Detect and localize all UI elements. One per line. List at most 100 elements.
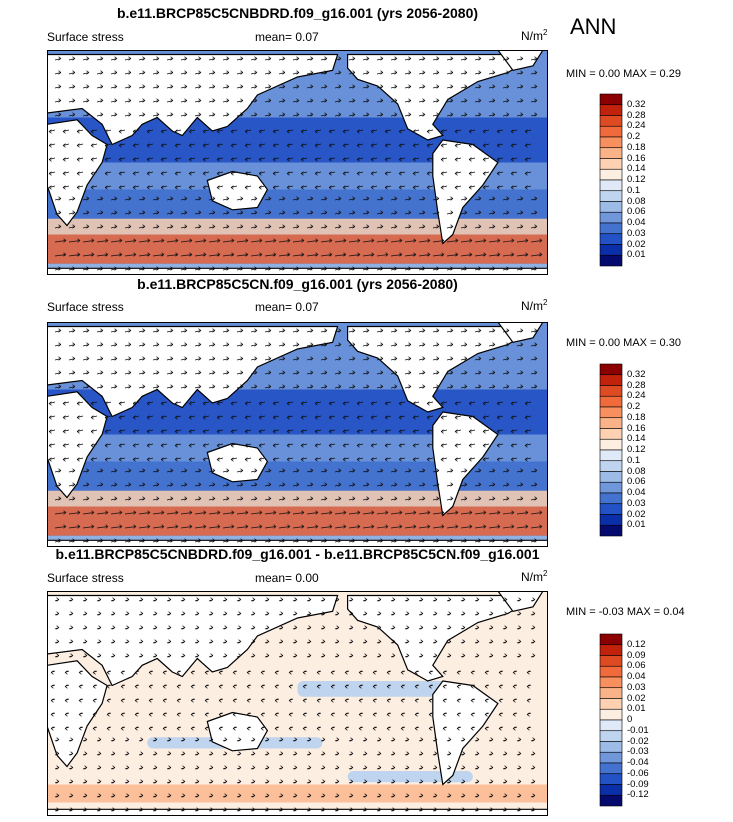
vector-arrow — [348, 639, 354, 644]
vector-arrow — [502, 70, 510, 75]
vector-arrow — [54, 84, 62, 89]
mean-label: mean= 0.00 — [255, 571, 319, 585]
vector-arrow — [418, 482, 426, 487]
vector-arrow — [306, 779, 312, 784]
vector-arrow — [460, 468, 468, 473]
vector-arrow — [516, 482, 524, 487]
vector-arrow — [278, 524, 291, 529]
vector-arrow — [204, 712, 210, 717]
colorbar — [599, 93, 623, 267]
vector-arrow — [222, 70, 230, 75]
vector-arrow — [362, 384, 370, 389]
vector-arrow — [488, 56, 496, 61]
vector-arrow — [160, 143, 168, 148]
vector-arrow — [82, 468, 90, 473]
vector-arrow — [208, 328, 216, 333]
colorbar-tick-label: -0.09 — [627, 778, 649, 790]
vector-arrow — [502, 266, 510, 271]
vector-arrow — [82, 611, 88, 616]
vector-arrow — [320, 765, 326, 770]
vector-arrow — [362, 524, 375, 529]
vector-arrow — [502, 468, 510, 473]
vector-arrow — [138, 224, 146, 229]
vector-arrow — [264, 611, 270, 616]
vector-arrow — [250, 84, 258, 89]
vector-arrow — [446, 468, 454, 473]
vector-arrow — [68, 807, 74, 812]
vector-arrow — [432, 384, 440, 389]
vector-arrow — [432, 496, 440, 501]
colorbar-tick-label: 0.06 — [627, 476, 646, 488]
vector-arrow — [334, 238, 347, 243]
vector-arrow — [124, 56, 132, 61]
vector-arrow — [398, 415, 406, 420]
vector-arrow — [278, 266, 286, 271]
vector-arrow — [302, 712, 308, 717]
vector-arrow — [460, 384, 468, 389]
vector-arrow — [124, 611, 130, 616]
vector-arrow — [54, 779, 60, 784]
vector-arrow — [320, 807, 326, 812]
vector-arrow — [432, 765, 438, 770]
vector-arrow — [152, 196, 160, 201]
vector-arrow — [390, 779, 396, 784]
vector-arrow — [488, 238, 501, 243]
vector-arrow — [502, 597, 508, 602]
vector-arrow — [432, 252, 445, 257]
vector-arrow — [166, 597, 172, 602]
vector-arrow — [292, 793, 298, 798]
vector-arrow — [278, 210, 286, 215]
colorbar-tick-label: 0.2 — [627, 401, 641, 412]
vector-arrow — [278, 625, 284, 630]
vector-arrow — [398, 143, 406, 148]
vector-arrow — [446, 328, 454, 333]
vector-arrow — [174, 185, 182, 190]
vector-arrow — [320, 266, 328, 271]
vector-arrow — [510, 429, 518, 434]
vector-arrow — [404, 639, 410, 644]
vector-arrow — [148, 698, 154, 703]
vector-arrow — [334, 538, 342, 543]
vector-arrow — [96, 524, 109, 529]
vector-arrow — [176, 726, 182, 731]
vector-arrow — [418, 597, 424, 602]
vector-arrow — [348, 56, 356, 61]
vector-arrow — [124, 342, 132, 347]
vector-arrow — [152, 252, 165, 257]
vector-arrow — [90, 429, 98, 434]
vector-arrow — [82, 210, 90, 215]
vector-arrow — [180, 252, 193, 257]
vector-arrow — [474, 84, 482, 89]
vector-arrow — [174, 443, 182, 448]
vector-arrow — [230, 157, 238, 162]
vector-arrow — [292, 653, 298, 658]
vector-arrow — [68, 210, 76, 215]
vector-arrow — [194, 737, 200, 742]
vector-arrow — [96, 56, 104, 61]
vector-arrow — [124, 468, 132, 473]
vector-arrow — [82, 639, 88, 644]
vector-arrow — [510, 129, 518, 134]
vector-arrow — [264, 56, 272, 61]
vector-arrow — [236, 793, 242, 798]
vector-arrow — [342, 415, 350, 420]
vector-arrow — [218, 670, 224, 675]
vector-arrow — [474, 384, 482, 389]
vector-arrow — [152, 370, 160, 375]
min-max-label: MIN = 0.00 MAX = 0.29 — [566, 68, 681, 80]
vector-arrow — [454, 457, 462, 462]
vector-arrow — [48, 443, 56, 448]
vector-arrow — [302, 684, 308, 689]
vector-arrow — [208, 524, 221, 529]
vector-arrow — [376, 807, 382, 812]
vector-arrow — [292, 370, 300, 375]
vector-arrow — [498, 712, 504, 717]
vector-arrow — [208, 538, 216, 543]
vector-arrow — [106, 712, 112, 717]
vector-arrow — [48, 429, 56, 434]
vector-arrow — [216, 401, 224, 406]
vector-arrow — [132, 415, 140, 420]
vector-arrow — [530, 510, 543, 515]
vector-arrow — [124, 384, 132, 389]
map-middle — [47, 322, 548, 547]
